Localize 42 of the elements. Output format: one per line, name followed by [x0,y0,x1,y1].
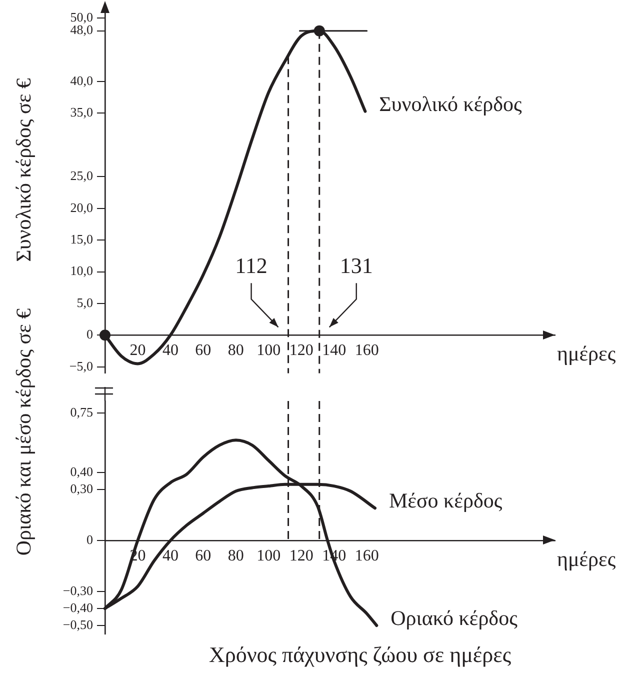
y-tick-label: −0,40 [62,600,93,615]
y-tick-label: −0,50 [62,616,93,632]
y-axis-title: Συνολικό κέρδος σε € [12,78,36,262]
x-tick-label: 60 [195,547,212,564]
x-tick-label: 80 [228,342,244,359]
y-tick-label: 0,30 [70,480,93,496]
series-label: Μέσο κέρδος [389,488,503,513]
series-label: Συνολικό κέρδος [379,92,523,116]
y-tick-label: 10,0 [70,263,93,278]
y-tick-label: 5,0 [76,294,93,310]
y-tick-label: 15,0 [70,231,93,246]
x-axis-title: ημέρες [557,546,616,571]
y-tick-label: 0,75 [70,404,93,420]
y-tick-label: −0,30 [62,582,93,598]
annotation: 112 [235,252,268,278]
y-tick-label: 0,40 [70,464,93,479]
x-tick-label: 160 [354,342,379,359]
y-tick-label: 35,0 [70,104,93,120]
y-tick-label: −5,0 [69,358,93,374]
x-tick-label: 60 [195,342,212,359]
x-tick-label: 160 [354,547,379,564]
y-tick-label: 0 [86,326,93,342]
x-tick-label: 80 [228,547,244,564]
y-tick-label: 25,0 [70,168,93,184]
text: Χρόνος πάχυνσης ζώου σε ημέρες [208,642,512,667]
x-tick-label: 100 [256,547,281,564]
x-axis-title: ημέρες [557,342,616,366]
y-tick-label: 50,0 [70,10,93,25]
x-tick-label: 40 [162,342,178,359]
y-tick-label: 0 [86,532,93,547]
series-label: Οριακό κέρδος [390,606,518,630]
annotation: 131 [340,252,373,278]
x-tick-label: 20 [130,342,146,359]
y-axis-title: Οριακό και μέσο κέρδος σε € [12,308,36,556]
x-tick-label: 120 [289,547,314,564]
x-tick-label: 100 [256,342,281,359]
y-tick-label: 48,0 [70,22,93,38]
x-tick-label: 40 [162,547,178,564]
y-tick-label: 20,0 [70,200,93,215]
x-tick-label: 140 [322,342,346,359]
x-tick-label: 120 [289,342,314,359]
y-tick-label: 40,0 [70,72,93,88]
